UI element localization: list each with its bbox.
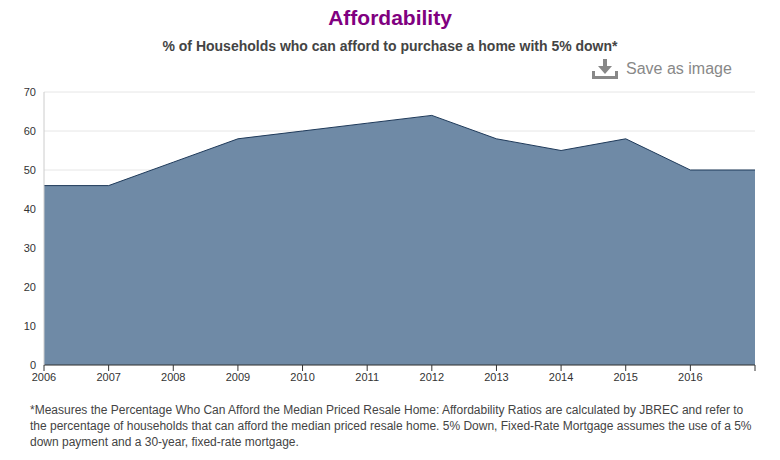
svg-text:2011: 2011	[355, 371, 379, 383]
html-text:*Measures the Percentage Who C: *Measures the Percentage Who Can Afford …	[30, 403, 752, 449]
svg-text:2009: 2009	[226, 371, 250, 383]
svg-text:2014: 2014	[549, 371, 573, 383]
svg-text:20: 20	[24, 281, 36, 293]
html-text:Affordability: Affordability	[328, 6, 452, 29]
svg-text:50: 50	[24, 164, 36, 176]
svg-text:40: 40	[24, 203, 36, 215]
svg-text:2012: 2012	[420, 371, 444, 383]
svg-text:2007: 2007	[96, 371, 120, 383]
html-text:Save as image: Save as image	[626, 60, 732, 77]
svg-text:70: 70	[24, 86, 36, 98]
svg-text:60: 60	[24, 125, 36, 137]
svg-text:0: 0	[30, 359, 36, 371]
svg-text:10: 10	[24, 320, 36, 332]
svg-text:2006: 2006	[32, 371, 56, 383]
svg-text:2013: 2013	[484, 371, 508, 383]
svg-text:2016: 2016	[678, 371, 702, 383]
html-text:% of Households who can afford: % of Households who can afford to purcha…	[162, 38, 618, 54]
svg-text:30: 30	[24, 242, 36, 254]
svg-text:2015: 2015	[613, 371, 637, 383]
svg-text:2008: 2008	[161, 371, 185, 383]
svg-text:2010: 2010	[290, 371, 314, 383]
